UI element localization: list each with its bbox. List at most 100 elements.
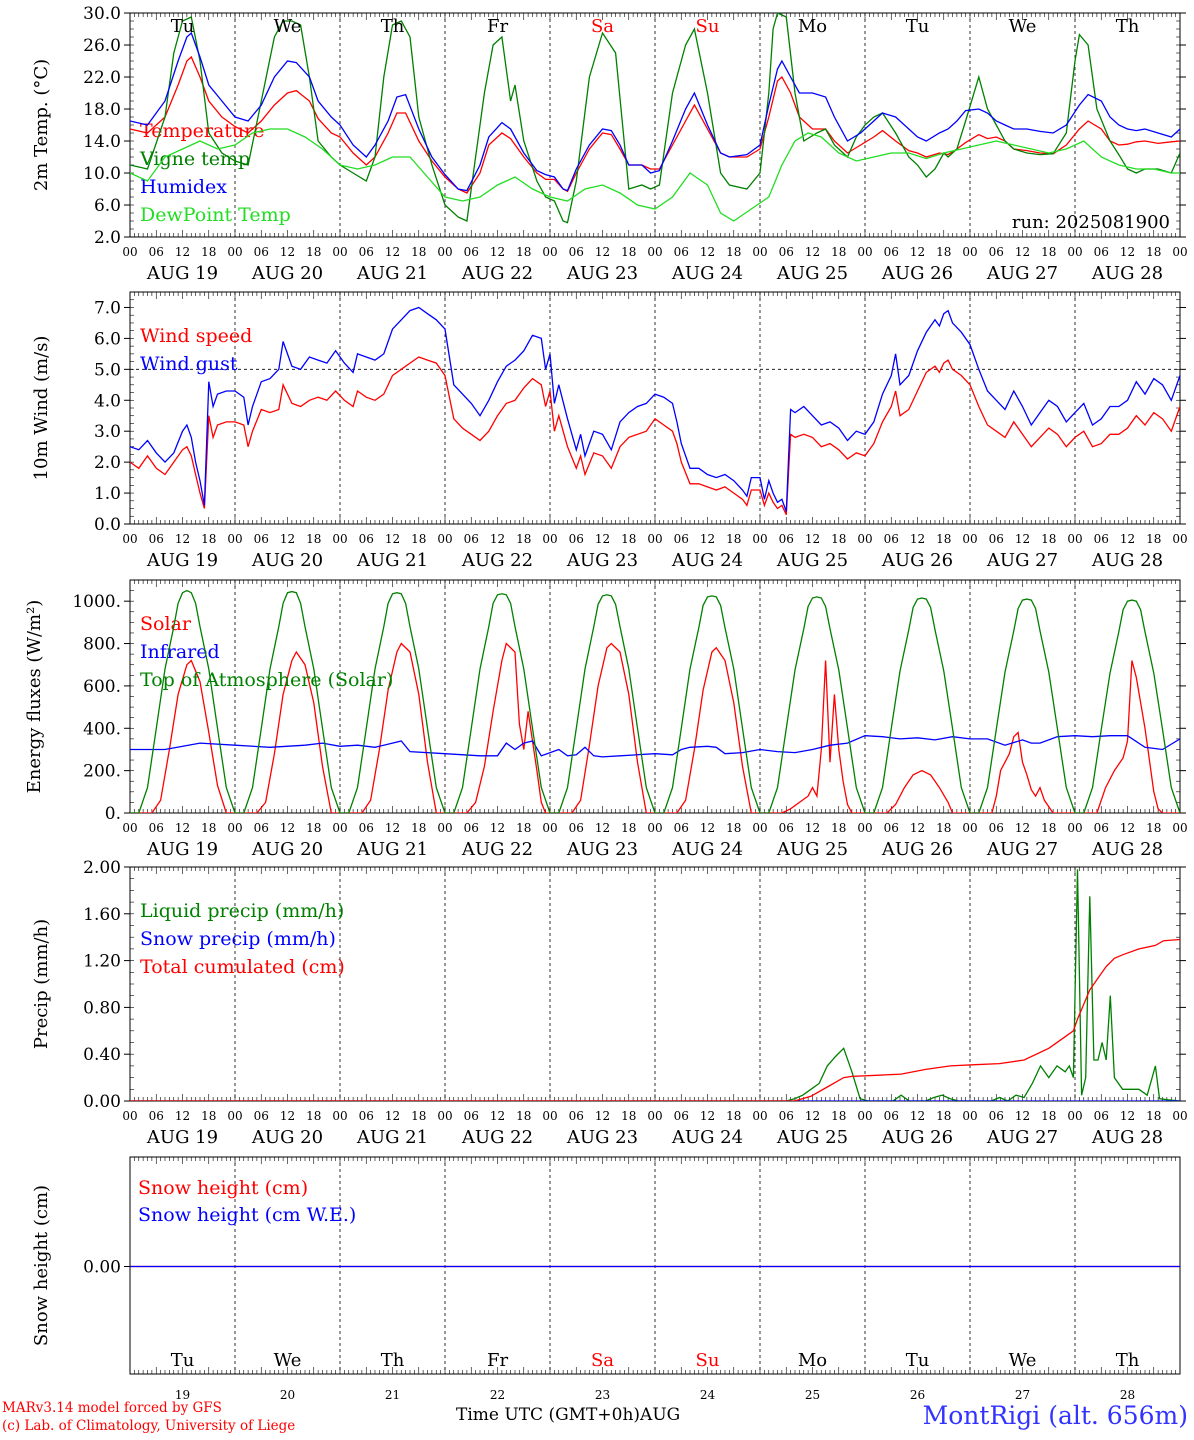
hour-tick-label: 06 [1094, 821, 1109, 835]
station-label: MontRigi (alt. 656m) [922, 1401, 1188, 1430]
hour-tick-label: 18 [936, 821, 951, 835]
y-tick-label: 2.00 [83, 858, 121, 878]
date-label: AUG 20 [251, 263, 323, 284]
day-number-label: 25 [805, 1388, 820, 1402]
hour-tick-label: 00 [1067, 1109, 1082, 1123]
legend-label: Wind gust [140, 353, 238, 375]
hour-tick-label: 00 [962, 821, 977, 835]
hour-tick-label: 00 [647, 821, 662, 835]
hour-tick-label: 12 [805, 821, 820, 835]
hour-tick-label: 18 [1041, 1109, 1056, 1123]
hour-tick-label: 18 [936, 1109, 951, 1123]
hour-tick-label: 06 [149, 821, 164, 835]
hour-tick-label: 12 [175, 1109, 190, 1123]
y-tick-label: 600. [83, 677, 121, 697]
hour-tick-label: 00 [1067, 532, 1082, 546]
hour-tick-label: 06 [254, 1109, 269, 1123]
day-abbr-label: Fr [487, 16, 508, 37]
date-label: AUG 21 [356, 839, 428, 860]
legend-label: Wind speed [140, 325, 252, 347]
hour-tick-label: 00 [122, 1109, 137, 1123]
hour-tick-label: 12 [910, 1109, 925, 1123]
hour-tick-label: 00 [857, 532, 872, 546]
date-label: AUG 23 [566, 263, 638, 284]
date-label: AUG 19 [146, 1127, 218, 1148]
day-number-label: 20 [280, 1388, 295, 1402]
hour-tick-label: 18 [1146, 821, 1161, 835]
day-abbr-label: We [274, 1350, 302, 1371]
day-number-label: 19 [175, 1388, 190, 1402]
y-tick-label: 0.0 [94, 515, 121, 535]
day-abbr-label: Th [381, 16, 405, 37]
hour-tick-label: 00 [647, 532, 662, 546]
hour-tick-label: 18 [936, 245, 951, 259]
legend-label: DewPoint Temp [140, 204, 291, 226]
hour-tick-label: 06 [779, 821, 794, 835]
date-label: AUG 23 [566, 839, 638, 860]
hour-tick-label: 18 [726, 532, 741, 546]
hour-tick-label: 18 [516, 1109, 531, 1123]
date-label: AUG 25 [776, 839, 848, 860]
hour-tick-label: 06 [989, 245, 1004, 259]
hour-tick-label: 06 [884, 1109, 899, 1123]
series-line-temperature [130, 55, 1180, 194]
series-line-top-of-atmosphere-solar- [130, 589, 1180, 813]
hour-tick-label: 18 [1146, 245, 1161, 259]
series-line-humidex [130, 31, 1180, 192]
hour-tick-label: 18 [621, 821, 636, 835]
legend-label: Temperature [140, 120, 264, 142]
lab-credit: (c) Lab. of Climatology, University of L… [2, 1418, 296, 1434]
day-abbr-label: We [274, 16, 302, 37]
hour-tick-label: 00 [752, 821, 767, 835]
y-tick-label: 0.80 [83, 998, 121, 1018]
hour-tick-label: 18 [411, 821, 426, 835]
hour-tick-label: 12 [805, 532, 820, 546]
hour-tick-label: 00 [437, 1109, 452, 1123]
y-tick-label: 1000. [72, 592, 121, 612]
date-label: AUG 20 [251, 839, 323, 860]
hour-tick-label: 06 [254, 821, 269, 835]
hour-tick-label: 18 [411, 1109, 426, 1123]
date-label: AUG 27 [986, 263, 1058, 284]
hour-tick-label: 00 [857, 245, 872, 259]
hour-tick-label: 12 [700, 532, 715, 546]
series-line-dewpoint-temp [130, 128, 1180, 222]
date-label: AUG 27 [986, 550, 1058, 571]
wind-panel: 0.0 1.0 2.0 3.0 4.0 5.0 6.0 7.0 10m Wind (m/s) Wi… [31, 291, 1188, 571]
y-tick-label: 1.0 [94, 484, 121, 504]
day-abbr-label: Sa [591, 1350, 614, 1371]
hour-tick-label: 12 [490, 821, 505, 835]
hour-tick-label: 06 [674, 1109, 689, 1123]
hour-tick-label: 06 [149, 1109, 164, 1123]
y-tick-label: 2.0 [94, 228, 121, 248]
date-label: AUG 28 [1091, 550, 1163, 571]
legend-label: Snow height (cm W.E.) [138, 1204, 356, 1226]
hour-tick-label: 12 [175, 532, 190, 546]
hour-tick-label: 06 [254, 532, 269, 546]
series-line-liquid-precip-mm-h- [130, 869, 1180, 1101]
month-label: AUG [640, 1405, 681, 1425]
hour-tick-label: 12 [910, 821, 925, 835]
legend-label: Humidex [140, 176, 227, 198]
date-label: AUG 28 [1091, 1127, 1163, 1148]
hour-tick-label: 18 [1041, 821, 1056, 835]
hour-tick-label: 06 [569, 821, 584, 835]
day-abbr-label: Tu [906, 16, 930, 37]
date-label: AUG 20 [251, 1127, 323, 1148]
date-label: AUG 19 [146, 550, 218, 571]
hour-tick-label: 06 [359, 532, 374, 546]
hour-tick-label: 00 [542, 532, 557, 546]
date-label: AUG 21 [356, 263, 428, 284]
hour-tick-label: 18 [726, 821, 741, 835]
hour-tick-label: 12 [1015, 245, 1030, 259]
y-tick-label: 1.20 [83, 952, 121, 972]
hour-tick-label: 12 [385, 245, 400, 259]
hour-tick-label: 00 [227, 532, 242, 546]
hour-tick-label: 00 [647, 1109, 662, 1123]
date-label: AUG 21 [356, 1127, 428, 1148]
date-label: AUG 26 [881, 839, 953, 860]
hour-tick-label: 18 [411, 245, 426, 259]
hour-tick-label: 00 [962, 532, 977, 546]
hour-tick-label: 00 [542, 821, 557, 835]
date-label: AUG 27 [986, 839, 1058, 860]
